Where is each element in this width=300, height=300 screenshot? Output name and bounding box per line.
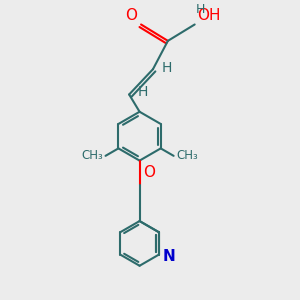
Text: H: H	[161, 61, 172, 75]
Text: N: N	[163, 249, 176, 264]
Text: O: O	[143, 166, 155, 181]
Text: OH: OH	[197, 8, 220, 23]
Text: CH₃: CH₃	[81, 149, 103, 162]
Text: CH₃: CH₃	[176, 149, 198, 162]
Text: O: O	[125, 8, 137, 23]
Text: H: H	[137, 85, 148, 98]
Text: H: H	[196, 3, 206, 16]
